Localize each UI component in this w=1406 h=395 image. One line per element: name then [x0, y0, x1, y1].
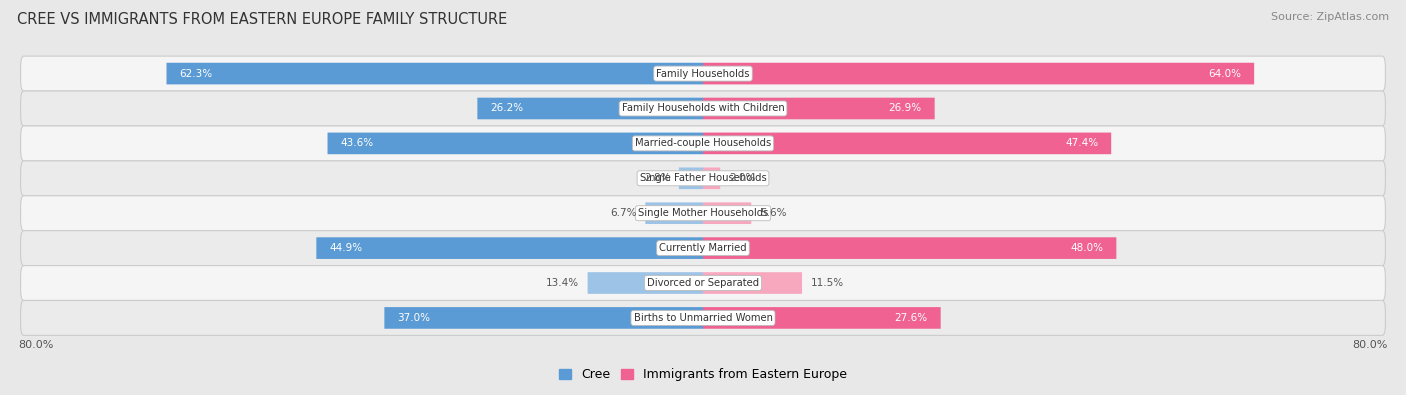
- FancyBboxPatch shape: [588, 272, 703, 294]
- FancyBboxPatch shape: [645, 202, 703, 224]
- Text: 37.0%: 37.0%: [398, 313, 430, 323]
- Text: 26.9%: 26.9%: [889, 103, 922, 113]
- Text: 47.4%: 47.4%: [1066, 138, 1098, 149]
- FancyBboxPatch shape: [21, 231, 1385, 265]
- FancyBboxPatch shape: [478, 98, 703, 119]
- Text: Births to Unmarried Women: Births to Unmarried Women: [634, 313, 772, 323]
- Text: 80.0%: 80.0%: [1353, 340, 1388, 350]
- FancyBboxPatch shape: [316, 237, 703, 259]
- Text: 64.0%: 64.0%: [1208, 69, 1241, 79]
- Text: Single Father Households: Single Father Households: [640, 173, 766, 183]
- FancyBboxPatch shape: [21, 56, 1385, 91]
- Text: 43.6%: 43.6%: [340, 138, 374, 149]
- FancyBboxPatch shape: [166, 63, 703, 85]
- Text: 62.3%: 62.3%: [180, 69, 212, 79]
- FancyBboxPatch shape: [21, 265, 1385, 301]
- Text: 5.6%: 5.6%: [759, 208, 786, 218]
- Text: Family Households with Children: Family Households with Children: [621, 103, 785, 113]
- FancyBboxPatch shape: [21, 301, 1385, 335]
- Text: Currently Married: Currently Married: [659, 243, 747, 253]
- FancyBboxPatch shape: [703, 272, 801, 294]
- Text: 11.5%: 11.5%: [811, 278, 844, 288]
- Text: 13.4%: 13.4%: [546, 278, 579, 288]
- Text: 80.0%: 80.0%: [18, 340, 53, 350]
- FancyBboxPatch shape: [703, 307, 941, 329]
- FancyBboxPatch shape: [328, 133, 703, 154]
- FancyBboxPatch shape: [703, 133, 1111, 154]
- Text: 2.8%: 2.8%: [644, 173, 671, 183]
- Text: 26.2%: 26.2%: [491, 103, 523, 113]
- FancyBboxPatch shape: [703, 202, 751, 224]
- Text: Married-couple Households: Married-couple Households: [636, 138, 770, 149]
- FancyBboxPatch shape: [703, 63, 1254, 85]
- FancyBboxPatch shape: [21, 126, 1385, 161]
- FancyBboxPatch shape: [21, 91, 1385, 126]
- FancyBboxPatch shape: [703, 167, 720, 189]
- Text: 48.0%: 48.0%: [1070, 243, 1104, 253]
- Text: CREE VS IMMIGRANTS FROM EASTERN EUROPE FAMILY STRUCTURE: CREE VS IMMIGRANTS FROM EASTERN EUROPE F…: [17, 12, 508, 27]
- Text: 2.0%: 2.0%: [728, 173, 755, 183]
- Text: 44.9%: 44.9%: [329, 243, 363, 253]
- Text: Family Households: Family Households: [657, 69, 749, 79]
- FancyBboxPatch shape: [679, 167, 703, 189]
- FancyBboxPatch shape: [384, 307, 703, 329]
- Text: 27.6%: 27.6%: [894, 313, 928, 323]
- Legend: Cree, Immigrants from Eastern Europe: Cree, Immigrants from Eastern Europe: [554, 363, 852, 386]
- Text: Source: ZipAtlas.com: Source: ZipAtlas.com: [1271, 12, 1389, 22]
- FancyBboxPatch shape: [21, 196, 1385, 231]
- Text: Single Mother Households: Single Mother Households: [638, 208, 768, 218]
- FancyBboxPatch shape: [21, 161, 1385, 196]
- Text: 6.7%: 6.7%: [610, 208, 637, 218]
- Text: Divorced or Separated: Divorced or Separated: [647, 278, 759, 288]
- FancyBboxPatch shape: [703, 237, 1116, 259]
- FancyBboxPatch shape: [703, 98, 935, 119]
